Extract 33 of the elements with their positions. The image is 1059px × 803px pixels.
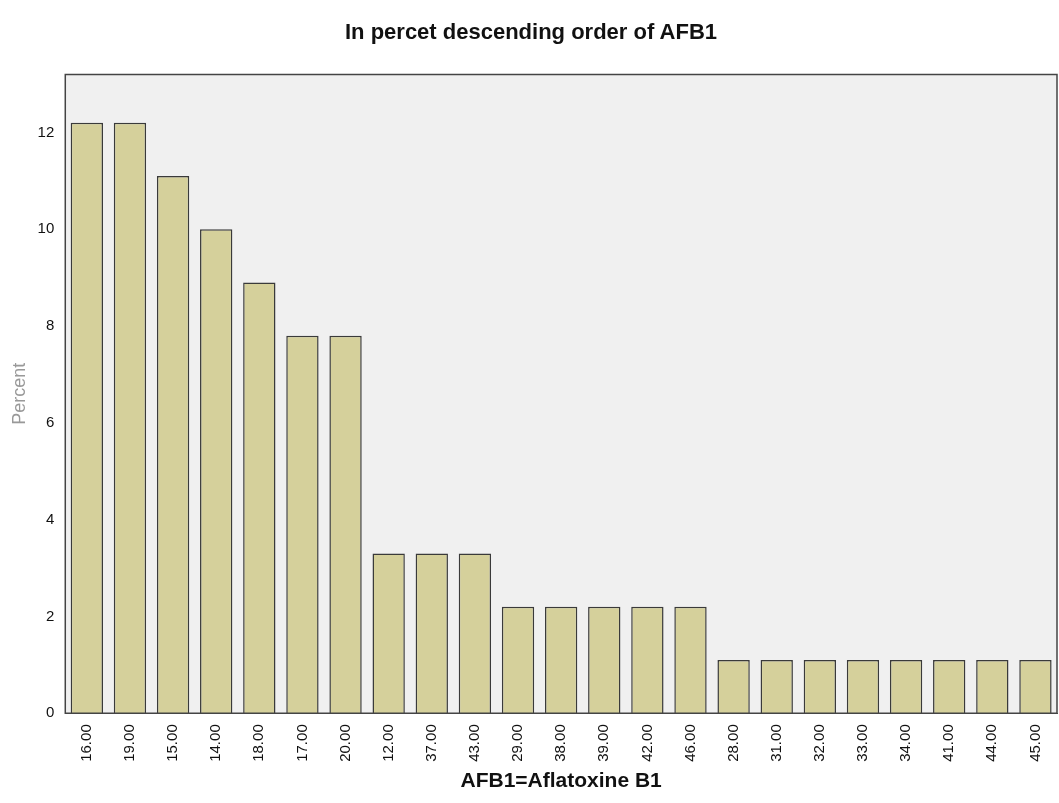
y-tick-label: 10: [37, 219, 55, 237]
x-tick-label: 29.00: [508, 724, 526, 762]
x-tick-label: 32.00: [809, 724, 827, 762]
x-tick-label: 18.00: [249, 724, 267, 762]
y-tick-label: 2: [45, 606, 55, 624]
y-tick-label: 12: [37, 122, 55, 140]
x-tick-label: 42.00: [637, 724, 655, 762]
x-tick-label: 46.00: [680, 724, 698, 762]
x-tick-label: 41.00: [939, 724, 957, 762]
x-tick-label: 31.00: [766, 724, 784, 762]
y-axis-title: Percent: [8, 362, 29, 425]
x-tick-label: 44.00: [982, 724, 1000, 762]
x-tick-label: 16.00: [76, 724, 94, 762]
x-tick-label: 17.00: [292, 724, 310, 762]
chart-title: In percet descending order of AFB1: [344, 19, 718, 45]
x-tick-label: 45.00: [1025, 724, 1043, 762]
x-tick-label: 37.00: [421, 724, 439, 762]
y-tick-label: 6: [45, 413, 55, 431]
x-tick-label: 43.00: [465, 724, 483, 762]
y-tick-label: 0: [45, 703, 55, 721]
x-tick-label: 20.00: [335, 724, 353, 762]
x-tick-label: 39.00: [594, 724, 612, 762]
x-tick-label: 14.00: [206, 724, 224, 762]
x-tick-label: 34.00: [896, 724, 914, 762]
x-tick-label: 38.00: [551, 724, 569, 762]
x-tick-label: 12.00: [378, 724, 396, 762]
x-axis-title: AFB1=Aflatoxine B1: [460, 768, 663, 792]
y-tick-label: 8: [45, 316, 55, 334]
x-tick-label: 15.00: [163, 724, 181, 762]
x-tick-label: 19.00: [120, 724, 138, 762]
x-tick-label: 28.00: [723, 724, 741, 762]
x-tick-label: 33.00: [853, 724, 871, 762]
y-tick-label: 4: [45, 509, 55, 527]
